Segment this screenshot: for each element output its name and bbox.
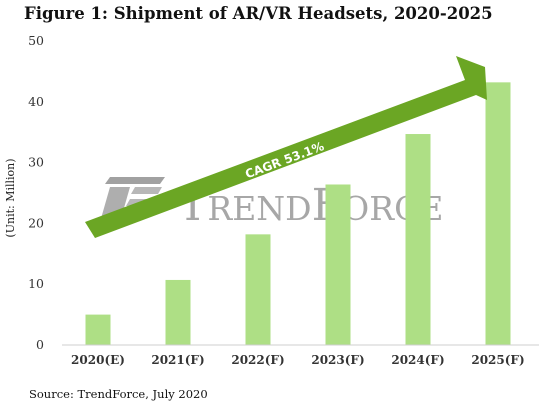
- bar-2020(E): [85, 314, 111, 345]
- y-tick-label: 50: [28, 33, 44, 48]
- bar-2025(F): [485, 82, 511, 346]
- x-tick-label: 2022(F): [231, 353, 284, 367]
- bar-2023(F): [325, 184, 351, 345]
- chart-title: Figure 1: Shipment of AR/VR Headsets, 20…: [24, 4, 493, 23]
- source-note: Source: TrendForce, July 2020: [29, 387, 208, 401]
- x-tick-label: 2023(F): [311, 353, 364, 367]
- x-tick-label: 2021(F): [151, 353, 204, 367]
- x-axis-ticks: 2020(E) 2021(F) 2022(F) 2023(F) 2024(F) 2025(…: [71, 353, 525, 367]
- y-axis-ticks: 0 10 20 30 40 50: [28, 33, 44, 352]
- bar-2024(F): [405, 134, 431, 345]
- y-tick-label: 30: [28, 155, 44, 170]
- y-tick-label: 0: [36, 337, 44, 352]
- bars-group: [85, 82, 511, 346]
- x-tick-label: 2024(F): [391, 353, 444, 367]
- bar-2021(F): [165, 279, 191, 345]
- y-tick-label: 40: [28, 94, 44, 109]
- x-tick-label: 2020(E): [71, 353, 125, 367]
- cagr-arrow-shape: [85, 56, 487, 238]
- y-axis-label: (Unit: Million): [4, 158, 17, 237]
- y-tick-label: 20: [28, 215, 44, 230]
- x-tick-label: 2025(F): [471, 353, 524, 367]
- y-tick-label: 10: [28, 276, 44, 291]
- bar-2022(F): [245, 234, 271, 345]
